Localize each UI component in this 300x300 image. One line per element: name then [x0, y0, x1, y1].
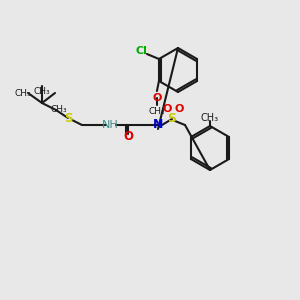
Text: CH₃: CH₃	[148, 106, 165, 116]
Text: S: S	[167, 112, 176, 124]
Text: O: O	[162, 104, 172, 114]
Text: CH₃: CH₃	[51, 106, 67, 115]
Text: NH: NH	[102, 120, 118, 130]
Text: S: S	[64, 112, 72, 124]
Text: Cl: Cl	[135, 46, 147, 56]
Text: O: O	[174, 104, 184, 114]
Text: O: O	[123, 130, 133, 143]
Text: CH₃: CH₃	[15, 88, 31, 98]
Text: CH₃: CH₃	[34, 86, 50, 95]
Text: CH₃: CH₃	[201, 113, 219, 123]
Text: O: O	[152, 93, 162, 103]
Text: N: N	[153, 118, 163, 131]
